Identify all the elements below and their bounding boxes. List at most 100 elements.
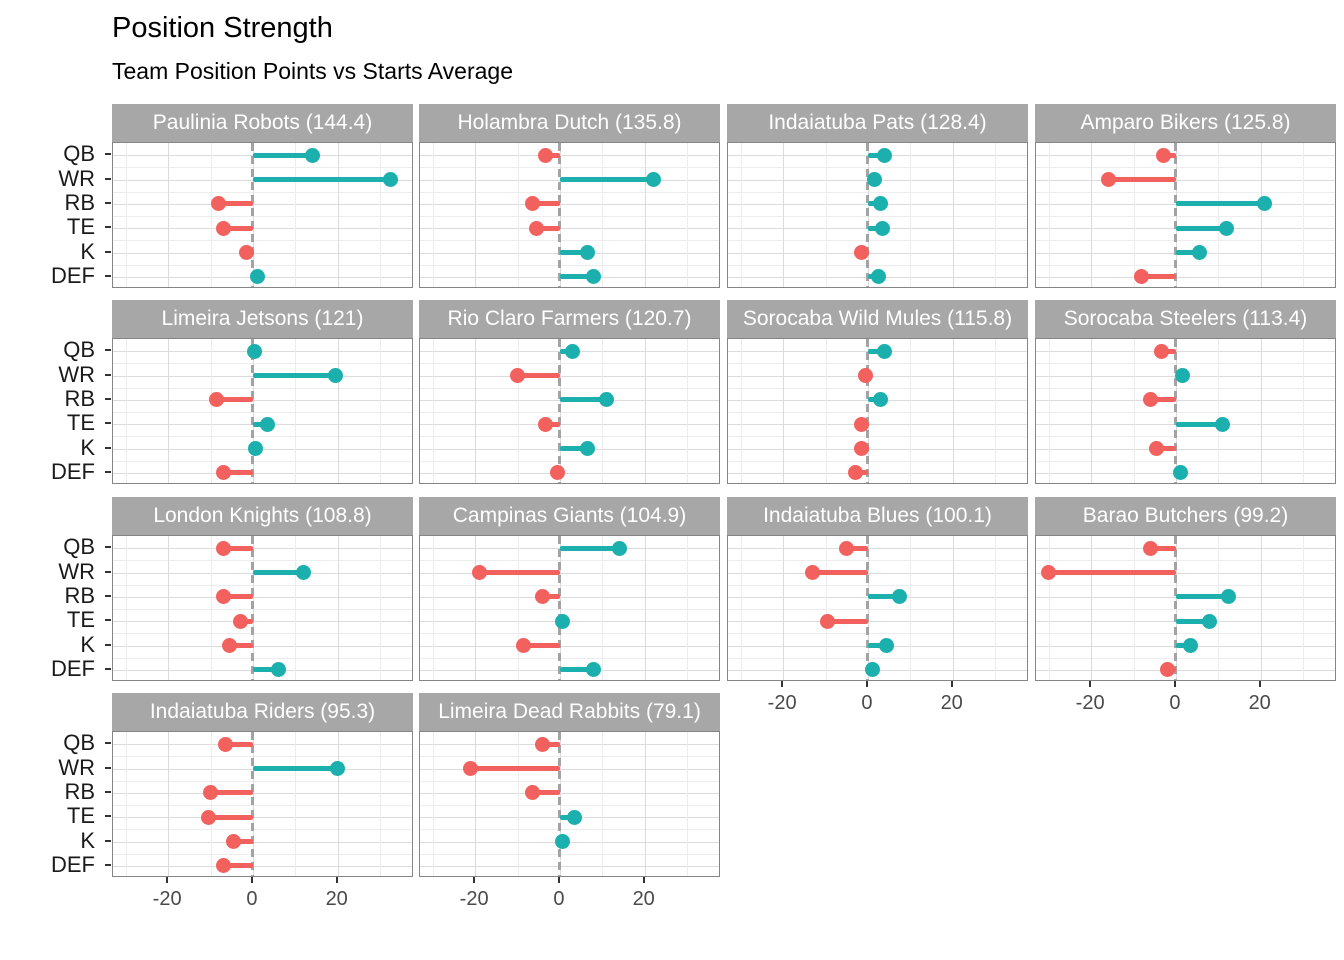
h-gridline bbox=[1036, 460, 1335, 462]
lollipop-dot bbox=[222, 638, 238, 653]
lollipop-stem bbox=[1150, 397, 1176, 403]
h-gridline bbox=[728, 609, 1027, 610]
v-gridline bbox=[644, 143, 646, 287]
y-axis-label: RB bbox=[64, 385, 95, 411]
lollipop-dot bbox=[215, 858, 231, 874]
lollipop-dot bbox=[579, 245, 595, 260]
h-gridline bbox=[113, 228, 412, 230]
zero-line bbox=[251, 143, 255, 287]
lollipop-dot bbox=[820, 613, 836, 629]
h-gridline bbox=[113, 645, 412, 647]
x-tick bbox=[166, 877, 169, 883]
lollipop-dot bbox=[858, 368, 874, 383]
y-axis-label: K bbox=[80, 238, 95, 264]
h-gridline bbox=[113, 756, 412, 758]
lollipop-stem bbox=[559, 274, 594, 280]
lollipop-dot bbox=[1155, 147, 1171, 163]
lollipop-stem bbox=[812, 570, 868, 575]
v-gridline bbox=[168, 339, 170, 483]
v-gridline bbox=[252, 732, 254, 876]
y-tick bbox=[105, 446, 111, 449]
v-gridline bbox=[125, 732, 127, 876]
v-gridline bbox=[475, 143, 477, 287]
v-gridline bbox=[432, 732, 434, 876]
v-gridline bbox=[252, 143, 254, 287]
x-tick bbox=[1173, 681, 1176, 687]
h-gridline bbox=[420, 436, 719, 438]
h-gridline bbox=[113, 167, 412, 169]
h-gridline bbox=[1036, 216, 1335, 217]
facet-title: Campinas Giants (104.9) bbox=[419, 497, 720, 535]
lollipop-stem bbox=[223, 225, 253, 231]
lollipop-dot bbox=[260, 416, 276, 432]
h-gridline bbox=[728, 240, 1027, 242]
lollipop-dot bbox=[877, 147, 893, 163]
h-gridline bbox=[1036, 399, 1335, 401]
h-gridline bbox=[113, 412, 412, 413]
lollipop-stem bbox=[1175, 594, 1229, 600]
v-gridline bbox=[644, 339, 646, 483]
h-gridline bbox=[113, 596, 412, 598]
lollipop-stem bbox=[1175, 250, 1200, 255]
lollipop-dot bbox=[554, 613, 570, 629]
v-gridline bbox=[125, 143, 127, 287]
y-axis-label: K bbox=[80, 631, 95, 657]
lollipop-dot bbox=[839, 540, 855, 556]
lollipop-stem bbox=[559, 397, 607, 403]
lollipop-dot bbox=[296, 565, 312, 580]
lollipop-stem bbox=[542, 741, 560, 747]
y-tick bbox=[105, 153, 111, 156]
v-gridline bbox=[1175, 143, 1177, 287]
h-gridline bbox=[113, 657, 412, 659]
lollipop-dot bbox=[516, 638, 532, 653]
v-gridline bbox=[740, 339, 742, 483]
lollipop-stem bbox=[827, 618, 868, 624]
y-axis-label: DEF bbox=[51, 655, 95, 681]
h-gridline bbox=[420, 645, 719, 647]
x-tick bbox=[1089, 681, 1092, 687]
y-tick bbox=[105, 177, 111, 180]
v-gridline bbox=[602, 143, 604, 287]
facet-panel bbox=[727, 338, 1028, 484]
facet-panel bbox=[419, 731, 720, 877]
lollipop-stem bbox=[1156, 446, 1176, 451]
lollipop-dot bbox=[248, 441, 264, 456]
y-tick bbox=[105, 201, 111, 204]
lollipop-dot bbox=[524, 785, 540, 801]
chart-subtitle: Team Position Points vs Starts Average bbox=[112, 58, 513, 84]
lollipop-dot bbox=[510, 368, 525, 383]
h-gridline bbox=[1036, 240, 1335, 242]
v-gridline bbox=[995, 339, 997, 483]
v-gridline bbox=[432, 536, 434, 680]
lollipop-stem bbox=[1175, 618, 1210, 624]
y-axis-label: DEF bbox=[51, 851, 95, 877]
lollipop-dot bbox=[215, 589, 231, 605]
h-gridline bbox=[420, 560, 719, 562]
h-gridline bbox=[728, 363, 1027, 365]
x-axis-label: 20 bbox=[940, 692, 963, 714]
lollipop-dot bbox=[1142, 540, 1158, 556]
zero-line bbox=[1174, 143, 1178, 287]
lollipop-stem bbox=[536, 225, 560, 231]
x-tick bbox=[473, 877, 476, 883]
h-gridline bbox=[113, 865, 412, 867]
lollipop-dot bbox=[1159, 662, 1175, 678]
h-gridline bbox=[113, 829, 412, 831]
h-gridline bbox=[728, 167, 1027, 169]
lollipop-dot bbox=[209, 392, 225, 408]
lollipop-dot bbox=[537, 147, 553, 163]
h-gridline bbox=[420, 829, 719, 831]
lollipop-stem bbox=[252, 373, 336, 378]
v-gridline bbox=[783, 339, 785, 483]
v-gridline bbox=[125, 536, 127, 680]
h-gridline bbox=[728, 216, 1027, 217]
lollipop-dot bbox=[211, 196, 227, 212]
v-gridline bbox=[337, 732, 339, 876]
lollipop-stem bbox=[559, 177, 654, 182]
h-gridline bbox=[1036, 609, 1335, 610]
x-axis-label: 0 bbox=[246, 888, 258, 910]
h-gridline bbox=[113, 436, 412, 438]
v-gridline bbox=[952, 339, 954, 483]
v-gridline bbox=[687, 339, 689, 483]
lollipop-dot bbox=[565, 343, 581, 359]
